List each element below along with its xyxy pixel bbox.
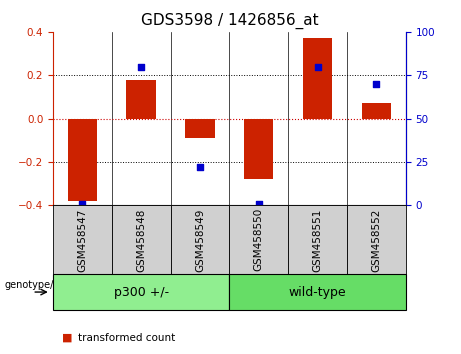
Text: genotype/variation: genotype/variation <box>5 280 97 290</box>
Text: GSM458547: GSM458547 <box>77 208 88 272</box>
Title: GDS3598 / 1426856_at: GDS3598 / 1426856_at <box>141 13 318 29</box>
Text: wild-type: wild-type <box>289 286 346 298</box>
Point <box>137 64 145 69</box>
Point <box>255 201 262 206</box>
Bar <box>126 80 156 119</box>
Bar <box>361 103 391 119</box>
Point <box>314 64 321 69</box>
Text: ■: ■ <box>62 333 73 343</box>
Point <box>196 164 204 170</box>
Point <box>79 201 86 206</box>
Bar <box>303 38 332 119</box>
Text: GSM458550: GSM458550 <box>254 208 264 272</box>
Point <box>372 81 380 87</box>
Bar <box>185 119 215 138</box>
Text: GSM458549: GSM458549 <box>195 208 205 272</box>
Text: p300 +/-: p300 +/- <box>113 286 169 298</box>
Text: GSM458552: GSM458552 <box>371 208 381 272</box>
Bar <box>68 119 97 201</box>
Text: GSM458551: GSM458551 <box>313 208 323 272</box>
Bar <box>244 119 273 179</box>
Text: transformed count: transformed count <box>78 333 176 343</box>
Text: GSM458548: GSM458548 <box>136 208 146 272</box>
